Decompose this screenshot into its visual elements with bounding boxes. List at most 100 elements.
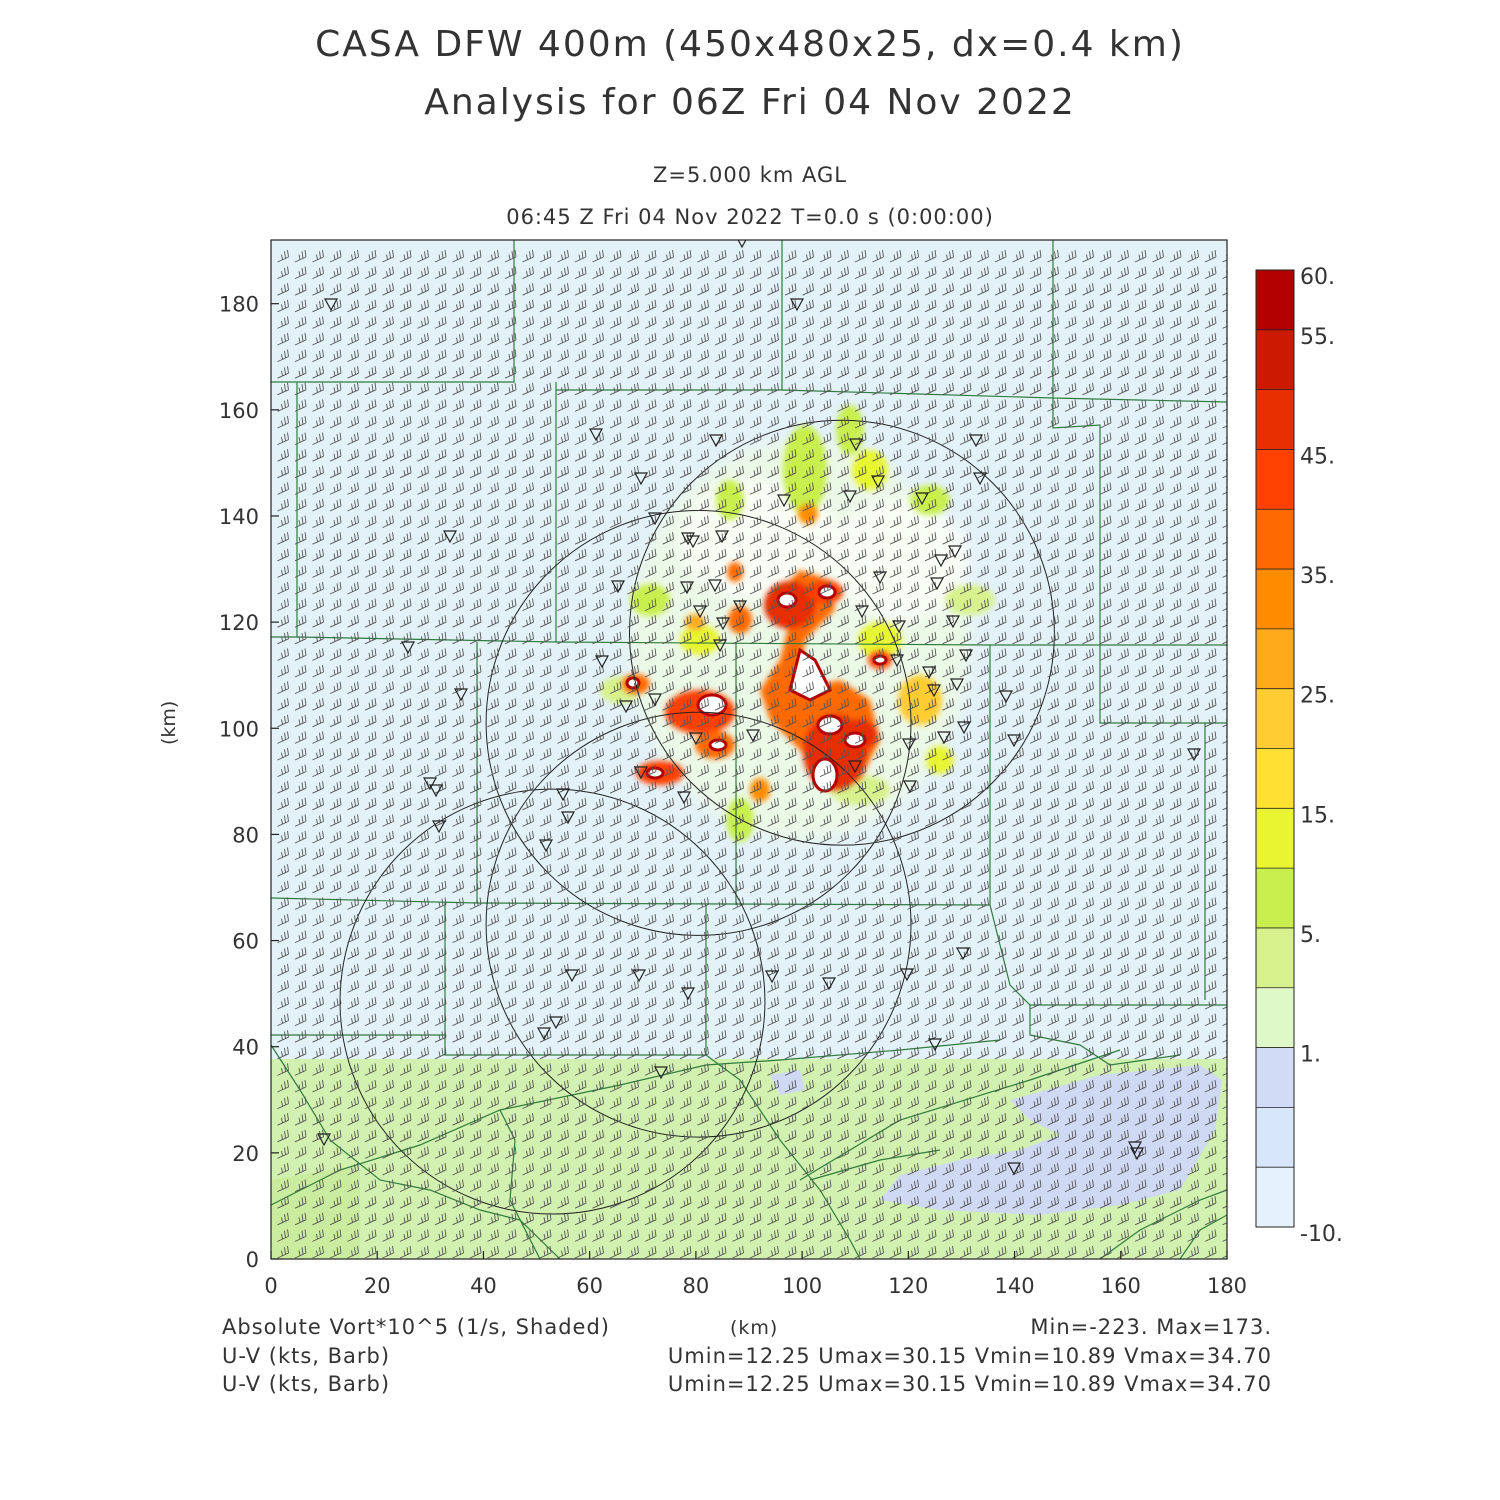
station-marker bbox=[400, 641, 416, 655]
station-marker bbox=[422, 777, 438, 791]
station-marker bbox=[715, 617, 731, 631]
colorbar-label: 15. bbox=[1300, 803, 1335, 828]
colorbar-label: 5. bbox=[1300, 923, 1321, 948]
station-marker bbox=[854, 605, 870, 619]
station-marker bbox=[914, 492, 930, 506]
station-marker bbox=[968, 434, 984, 448]
colorbar-swatch bbox=[1256, 868, 1294, 929]
colorbar-label: -10. bbox=[1300, 1222, 1343, 1247]
y-tick-label: 40 bbox=[232, 1036, 259, 1060]
station-marker bbox=[955, 947, 971, 961]
station-marker bbox=[610, 580, 626, 594]
station-marker bbox=[745, 729, 761, 743]
station-marker bbox=[732, 600, 748, 614]
station-marker bbox=[538, 839, 554, 853]
station-marker bbox=[842, 490, 858, 504]
low-vorticity-patch-small bbox=[770, 1070, 805, 1095]
station-marker bbox=[712, 639, 728, 653]
station-marker bbox=[588, 428, 604, 442]
station-marker bbox=[929, 577, 945, 591]
barb-label-1: U-V (kts, Barb) bbox=[222, 1344, 391, 1368]
colorbar-swatch bbox=[1256, 449, 1294, 510]
barb-field bbox=[271, 249, 1227, 1259]
station-marker bbox=[764, 970, 780, 984]
colorbar-swatch bbox=[1256, 1167, 1294, 1228]
station-marker bbox=[453, 688, 469, 702]
y-tick-label: 160 bbox=[219, 399, 259, 423]
station-marker bbox=[428, 784, 444, 798]
station-marker bbox=[921, 666, 937, 680]
station-marker bbox=[618, 700, 634, 714]
colorbar: 60. 55. 45. 35. 25. 15. 5. 1. -10. bbox=[1255, 265, 1343, 1247]
station-marker bbox=[594, 655, 610, 669]
station-marker bbox=[927, 1038, 943, 1052]
y-tick-label: 60 bbox=[232, 930, 259, 954]
station-marker bbox=[998, 690, 1014, 704]
x-axis: 0 20 40 60 80 100 120 140 160 180 bbox=[264, 1251, 1247, 1298]
barb-label-2: U-V (kts, Barb) bbox=[222, 1372, 391, 1396]
county-boundaries bbox=[271, 240, 1227, 1259]
station-marker bbox=[692, 605, 708, 619]
station-marker bbox=[956, 721, 972, 735]
station-marker bbox=[789, 298, 805, 312]
y-tick-label: 100 bbox=[219, 717, 259, 741]
colorbar-label: 1. bbox=[1300, 1043, 1321, 1068]
colorbar-label: 55. bbox=[1300, 325, 1335, 350]
south-band-darker bbox=[271, 1165, 360, 1259]
station-marker bbox=[847, 760, 863, 774]
station-marker bbox=[1186, 748, 1202, 762]
station-marker bbox=[442, 530, 458, 544]
y-axis-unit: (km) bbox=[158, 700, 180, 745]
station-marker bbox=[958, 649, 974, 663]
station-marker bbox=[872, 571, 888, 585]
station-marker bbox=[936, 731, 952, 745]
shaded-field bbox=[271, 240, 1227, 1259]
station-marker bbox=[891, 620, 907, 634]
station-marker bbox=[323, 298, 339, 312]
y-axis: 0 20 40 60 80 100 120 140 160 180 bbox=[219, 293, 279, 1272]
station-marker bbox=[1006, 1162, 1022, 1176]
station-marker bbox=[776, 494, 792, 508]
station-marker bbox=[633, 766, 649, 780]
station-marker bbox=[1129, 1147, 1145, 1161]
min-max-readout: Min=-223. Max=173. bbox=[1030, 1315, 1272, 1339]
colorbar-swatch bbox=[1256, 389, 1294, 450]
station-marker bbox=[902, 780, 918, 794]
x-tick-label: 0 bbox=[264, 1274, 277, 1298]
station-marker bbox=[647, 512, 663, 526]
station-marker bbox=[676, 791, 692, 805]
colorbar-swatch bbox=[1256, 569, 1294, 630]
x-tick-label: 120 bbox=[888, 1274, 928, 1298]
station-markers bbox=[316, 240, 1202, 1176]
station-marker bbox=[653, 1066, 669, 1080]
station-marker bbox=[972, 472, 988, 486]
x-tick-label: 40 bbox=[470, 1274, 497, 1298]
station-marker bbox=[688, 732, 704, 746]
station-marker bbox=[564, 969, 580, 983]
colorbar-label: 25. bbox=[1300, 684, 1335, 709]
station-marker bbox=[821, 977, 837, 991]
range-ring bbox=[629, 419, 1055, 846]
colorbar-swatch bbox=[1256, 748, 1294, 809]
colorbar-swatch bbox=[1256, 987, 1294, 1049]
y-tick-label: 120 bbox=[219, 611, 259, 635]
x-tick-label: 60 bbox=[576, 1274, 603, 1298]
station-marker bbox=[680, 987, 696, 1001]
level-subtitle: Z=5.000 km AGL bbox=[652, 163, 848, 187]
range-ring bbox=[339, 788, 766, 1215]
title-line-2: Analysis for 06Z Fri 04 Nov 2022 bbox=[424, 82, 1076, 123]
station-marker bbox=[870, 475, 886, 489]
station-marker bbox=[889, 654, 905, 668]
colorbar-label: 35. bbox=[1300, 564, 1335, 589]
y-tick-label: 0 bbox=[246, 1248, 259, 1272]
station-marker bbox=[737, 240, 747, 249]
station-marker bbox=[316, 1133, 332, 1147]
x-axis-unit: (km) bbox=[730, 1317, 779, 1339]
time-subtitle: 06:45 Z Fri 04 Nov 2022 T=0.0 s (0:00:00… bbox=[506, 205, 994, 229]
colorbar-frame bbox=[1255, 269, 1295, 1228]
colorbar-label: 45. bbox=[1300, 444, 1335, 469]
x-tick-label: 180 bbox=[1207, 1274, 1247, 1298]
x-tick-label: 20 bbox=[364, 1274, 391, 1298]
station-marker bbox=[1006, 734, 1022, 748]
